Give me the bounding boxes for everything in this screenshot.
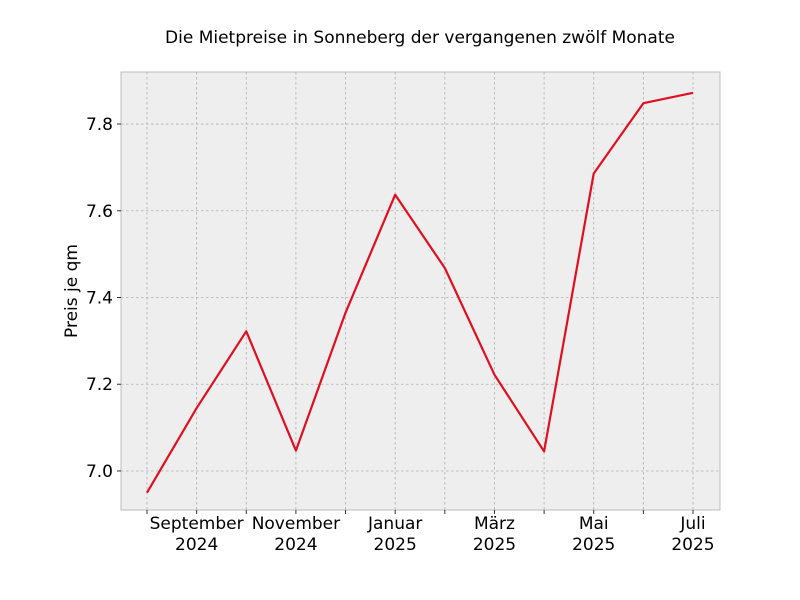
x-tick-label-year: 2025 (473, 535, 516, 555)
series-line (146, 91, 694, 494)
x-tick-label-month: Mai (579, 514, 609, 534)
grid-lines (121, 72, 720, 510)
plot-area (120, 71, 721, 511)
x-axis: September2024November2024Januar2025März2… (146, 510, 715, 555)
x-tick-label-year: 2024 (175, 535, 218, 555)
y-tick-label: 7.2 (86, 375, 113, 395)
x-tick-label-month: November (252, 514, 340, 534)
y-axis: 7.0 7.2 7.4 7.6 7.8 (86, 115, 121, 482)
y-axis-label: Preis je qm (62, 244, 82, 338)
series-layer (146, 91, 694, 494)
x-tick-label-year: 2025 (572, 535, 615, 555)
y-tick-label: 7.4 (86, 289, 113, 309)
chart-title: Die Mietpreise in Sonneberg der vergange… (165, 28, 675, 48)
x-tick-label-month: Januar (367, 514, 422, 534)
x-tick-label-year: 2024 (274, 535, 317, 555)
x-tick-label-year: 2025 (671, 535, 714, 555)
x-tick-label-month: Juli (679, 514, 705, 534)
x-tick-label-month: September (150, 514, 244, 534)
y-tick-label: 7.6 (86, 202, 113, 222)
y-tick-label: 7.0 (86, 462, 113, 482)
y-tick-label: 7.8 (86, 115, 113, 135)
x-tick-label-month: März (474, 514, 515, 534)
x-tick-label-year: 2025 (374, 535, 417, 555)
